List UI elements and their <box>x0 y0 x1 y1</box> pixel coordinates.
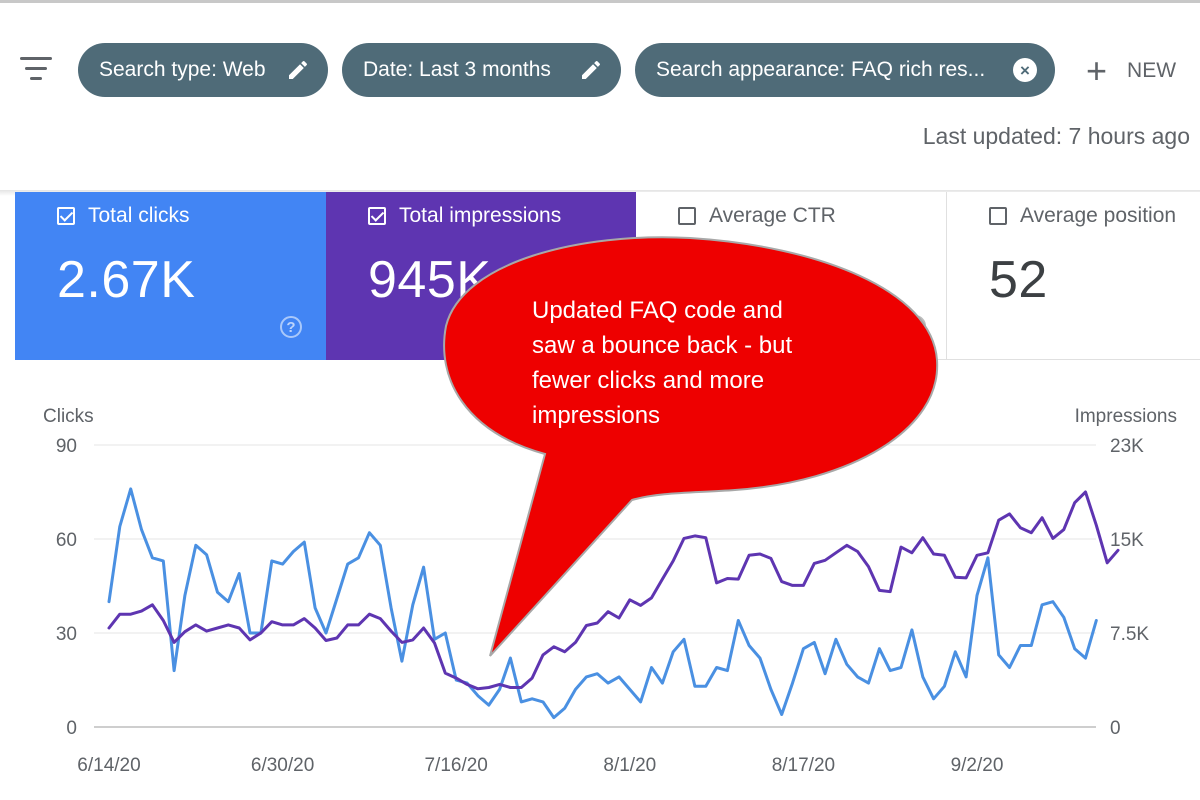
left-tick-label: 90 <box>56 436 77 457</box>
x-tick-label: 9/2/20 <box>951 755 1004 776</box>
new-filter-label: NEW <box>1127 59 1177 82</box>
right-tick-label: 0 <box>1110 718 1121 739</box>
help-icon[interactable]: ? <box>280 316 302 338</box>
average-position-card[interactable]: Average position 52 <box>946 192 1200 360</box>
left-tick-label: 60 <box>56 530 77 551</box>
checkbox-icon[interactable] <box>678 207 696 225</box>
left-tick-label: 30 <box>56 624 77 645</box>
last-updated-text: Last updated: 7 hours ago <box>922 123 1190 149</box>
x-tick-label: 8/1/20 <box>603 755 656 776</box>
impressions-series-line <box>107 490 1120 691</box>
pencil-icon[interactable] <box>286 58 310 82</box>
filter-icon[interactable] <box>20 55 52 83</box>
right-tick-label: 7.5K <box>1110 624 1149 645</box>
x-tick-label: 6/30/20 <box>251 755 314 776</box>
right-axis-title: Impressions <box>1075 406 1177 427</box>
x-tick-label: 6/14/20 <box>77 755 140 776</box>
date-chip[interactable]: Date: Last 3 months <box>342 43 621 97</box>
help-icon[interactable]: ? <box>904 315 926 337</box>
total-clicks-label: Total clicks <box>88 204 190 227</box>
checkbox-icon[interactable] <box>57 207 75 225</box>
chip-label: Search appearance: FAQ rich res... <box>656 58 986 81</box>
left-tick-label: 0 <box>66 718 77 739</box>
left-axis-title: Clicks <box>43 406 94 427</box>
average-position-label: Average position <box>1020 204 1177 227</box>
chip-label: Search type: Web <box>99 58 266 81</box>
search-appearance-chip[interactable]: Search appearance: FAQ rich res... × <box>635 43 1055 97</box>
checkbox-icon[interactable] <box>989 207 1007 225</box>
pencil-icon[interactable] <box>579 58 603 82</box>
chip-label: Date: Last 3 months <box>363 58 551 81</box>
average-position-value: 52 <box>989 251 1048 309</box>
search-type-chip[interactable]: Search type: Web <box>78 43 328 97</box>
clicks-series-line <box>107 487 1098 720</box>
callout-text: Updated FAQ code and saw a bounce back -… <box>532 297 793 429</box>
new-filter-button[interactable]: + NEW <box>1086 51 1176 91</box>
filter-bar: Search type: Web Date: Last 3 months Sea… <box>0 0 1200 190</box>
right-tick-label: 15K <box>1110 530 1144 551</box>
total-clicks-card[interactable]: Total clicks 2.67K ? <box>15 192 326 360</box>
plus-icon: + <box>1086 50 1108 91</box>
right-tick-label: 23K <box>1110 436 1144 457</box>
x-tick-label: 7/16/20 <box>424 755 487 776</box>
close-icon[interactable]: × <box>1013 58 1037 82</box>
average-ctr-label: Average CTR <box>709 204 836 227</box>
total-clicks-value: 2.67K <box>57 251 196 309</box>
checkbox-icon[interactable] <box>368 207 386 225</box>
x-tick-label: 8/17/20 <box>772 755 835 776</box>
total-impressions-label: Total impressions <box>399 204 562 227</box>
